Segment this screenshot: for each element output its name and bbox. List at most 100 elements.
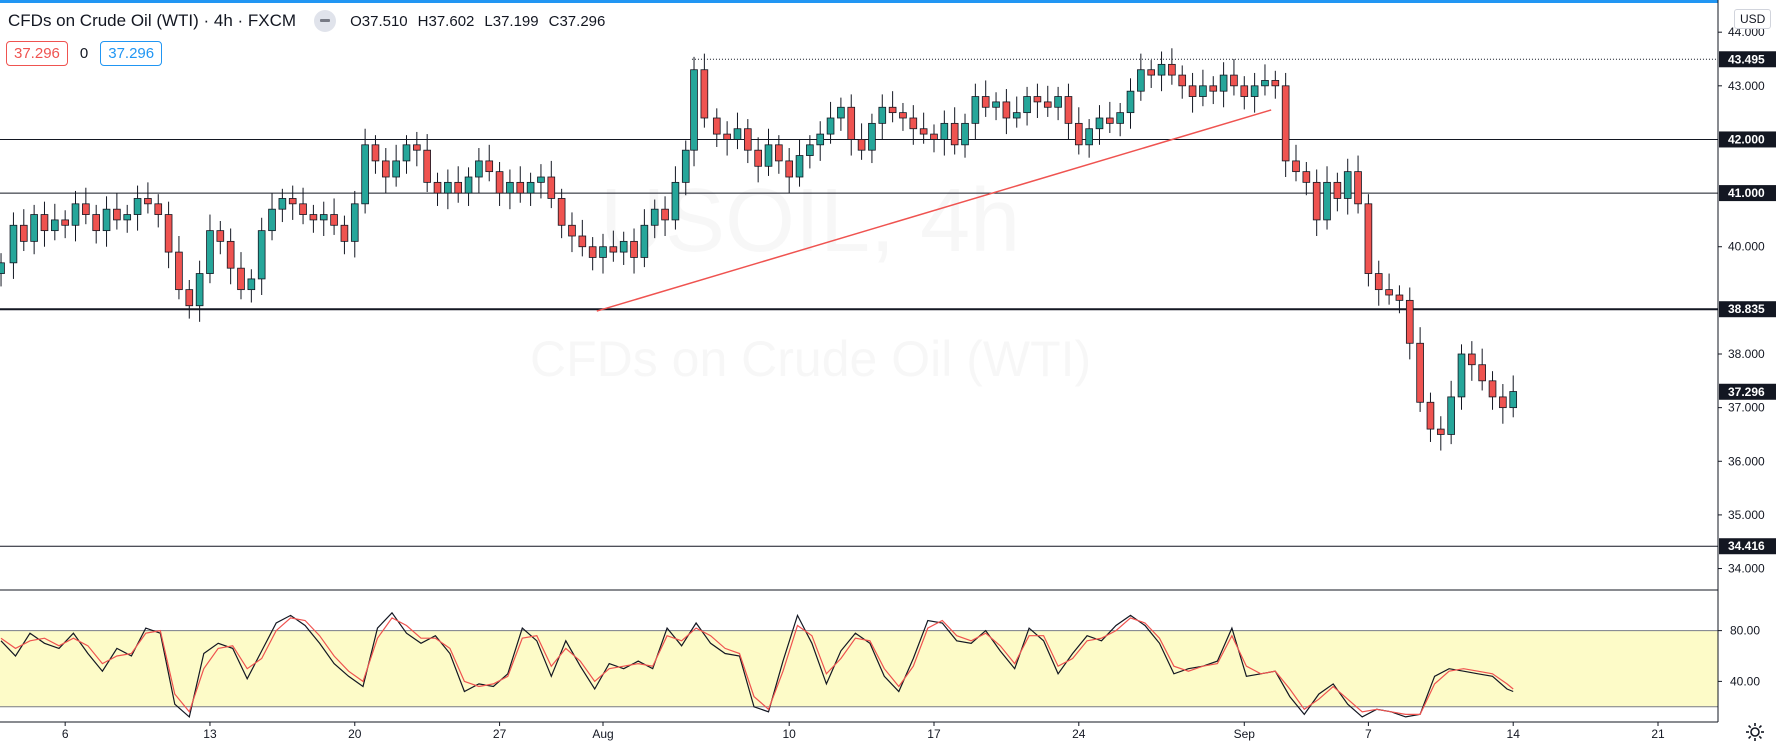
candle-body (413, 144, 421, 151)
candle-body (1188, 85, 1197, 97)
candle-body (1312, 181, 1321, 221)
candle-body (278, 198, 287, 210)
candle-body (1106, 117, 1114, 124)
ohlc-high: H37.602 (417, 12, 475, 30)
candle-body (930, 133, 938, 140)
candle-body (185, 289, 194, 307)
candle-body (940, 122, 949, 140)
candle-body (899, 112, 907, 119)
candle-body (1261, 80, 1269, 87)
candle-body (113, 208, 121, 221)
level-label-1: 41.000 (1728, 186, 1765, 200)
candle-body (690, 69, 698, 151)
currency-button[interactable]: USD (1734, 9, 1772, 29)
candle-body (526, 181, 535, 194)
candle-body (485, 160, 494, 173)
candle-body (992, 101, 1000, 108)
candle-body (961, 122, 969, 146)
candle-body (92, 214, 101, 232)
candle-body (650, 208, 659, 226)
candle-body (1147, 69, 1156, 76)
candle-body (154, 203, 163, 215)
candle-body (133, 198, 142, 215)
candle-body (464, 176, 473, 194)
candle-body (30, 214, 38, 242)
time-tick-label: 14 (1507, 727, 1521, 741)
candle-body (1116, 112, 1124, 124)
candle-body (619, 240, 628, 253)
candle-body (123, 214, 132, 221)
candle-body (1033, 96, 1042, 103)
candle-body (61, 219, 69, 226)
price-tick-label: 36.000 (1728, 454, 1765, 468)
level-label-4: 43.495 (1728, 52, 1765, 66)
stoch-tick-label: 80.00 (1730, 624, 1760, 638)
candle-body (712, 117, 721, 135)
candle-body (257, 230, 266, 280)
candle-body (475, 160, 483, 178)
candle-body (381, 160, 390, 178)
last-price-label: 37.296 (1728, 385, 1765, 399)
candle-body (764, 144, 773, 167)
candle-body (557, 198, 566, 226)
candle-body (226, 240, 235, 269)
candle-body (1043, 101, 1052, 108)
candle-body (826, 117, 835, 135)
candle-body (754, 149, 762, 167)
ohlc-low: L37.199 (484, 12, 539, 30)
candle-body (1302, 171, 1311, 183)
candle-body (537, 176, 545, 183)
candle-body (1054, 96, 1062, 108)
time-tick-label: 17 (927, 727, 941, 741)
symbol-title[interactable]: CFDs on Crude Oil (WTI) · 4h · FXCM (8, 11, 297, 30)
candle-body (775, 144, 783, 162)
candle-body (909, 117, 918, 130)
collapse-toggle-icon[interactable] (314, 10, 337, 32)
price-tick-label: 37.000 (1728, 401, 1765, 415)
candle-body (1364, 203, 1373, 274)
candle-body (981, 96, 990, 108)
settings-gear-icon[interactable] (1745, 722, 1765, 742)
price-axis (1718, 0, 1777, 742)
candle-body (195, 273, 204, 307)
candle-body (1240, 85, 1249, 97)
candle-body (971, 96, 980, 124)
candle-body (1385, 289, 1393, 296)
candle-body (516, 181, 525, 194)
candle-body (1426, 401, 1435, 430)
candle-body (1343, 171, 1352, 199)
last-price-label-box (1719, 383, 1776, 400)
candle-body (1085, 128, 1093, 146)
candle-body (1436, 428, 1445, 435)
candle-body (454, 181, 463, 194)
trade-panel: 37.296 0 37.296 (6, 41, 163, 66)
level-label-3: 34.416 (1728, 539, 1765, 553)
sell-button[interactable]: 37.296 (6, 41, 68, 66)
time-tick-label: Aug (592, 727, 613, 741)
candle-body (878, 106, 887, 124)
candle-body (1126, 90, 1135, 114)
candle-body (1095, 117, 1104, 130)
candle-body (1064, 96, 1073, 124)
candle-body (1012, 112, 1021, 119)
candle-body (330, 214, 338, 226)
candle-body (1219, 74, 1228, 92)
candle-body (630, 240, 638, 258)
candle-body (661, 208, 669, 221)
candle-body (1447, 396, 1455, 435)
candle-body (857, 139, 866, 151)
time-tick-label: 6 (62, 727, 69, 741)
ohlc-close: C37.296 (548, 12, 606, 30)
candle-body (1395, 294, 1404, 301)
time-tick-label: Sep (1234, 727, 1256, 741)
candle-body (1374, 273, 1383, 291)
candle-body (1333, 181, 1342, 199)
candle-body (1199, 85, 1207, 97)
candle-body (19, 224, 28, 242)
buy-button[interactable]: 37.296 (100, 41, 163, 66)
candle-body (216, 230, 225, 242)
candle-body (340, 224, 349, 242)
candle-body (700, 69, 709, 119)
candle-body (40, 214, 49, 232)
